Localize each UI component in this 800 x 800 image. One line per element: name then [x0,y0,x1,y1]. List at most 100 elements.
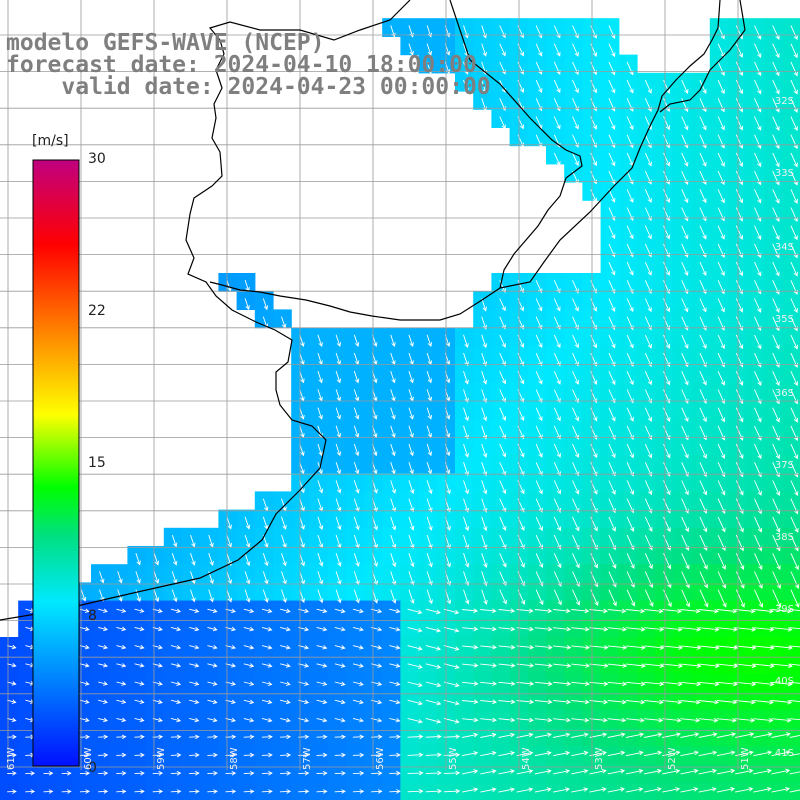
wind-arrow [680,608,701,614]
wind-arrow [317,589,324,604]
wind-arrow [462,732,479,738]
wind-arrow [516,769,534,775]
wind-arrow [771,663,793,669]
wind-arrow [735,79,744,95]
wind-arrow [481,334,488,349]
wind-arrow [426,498,433,513]
wind-arrow [390,407,396,420]
wind-arrow [608,152,616,167]
wind-arrow [753,768,772,775]
wind-arrow [698,787,717,793]
wind-arrow [443,788,461,794]
wind-arrow [335,371,342,384]
wind-arrow [790,480,799,497]
wind-arrow [681,371,689,386]
wind-arrow [553,79,561,94]
wind-arrow [335,516,342,531]
wind-arrow [353,462,360,475]
wind-arrow [535,589,544,606]
wind-arrow [316,608,328,614]
wind-arrow [389,717,401,723]
wind-arrow [535,553,544,569]
wind-arrow [789,753,800,757]
wind-arrow [663,261,671,276]
lat-label-41s: 41S [774,748,794,759]
wind-arrow [699,298,707,313]
wind-arrow [716,699,738,705]
wind-arrow [771,645,793,650]
wind-arrow [680,663,702,669]
wind-arrow [170,681,182,686]
wind-arrow [663,225,671,240]
wind-arrow [280,608,291,614]
wind-arrow [262,553,269,567]
wind-arrow [663,79,671,94]
wind-arrow [626,298,634,313]
wind-arrow [535,352,543,367]
wind-arrow [789,771,800,775]
wind-arrow [753,750,773,757]
wind-arrow [662,663,683,669]
lon-label-51w: 51W [740,747,751,770]
wind-arrow [280,699,291,705]
wind-arrow [316,789,328,794]
wind-arrow [680,787,699,793]
wind-arrow [463,334,469,348]
wind-arrow [681,261,689,276]
wind-arrow [261,770,273,776]
wind-arrow [281,516,287,530]
wind-arrow [753,627,775,632]
wind-arrow [772,480,781,496]
wind-arrow [753,608,774,614]
wind-arrow [735,786,754,793]
wind-arrow [317,407,323,420]
wind-arrow [754,571,763,589]
wind-arrow [353,589,360,604]
wind-arrow [335,462,342,475]
wind-speed-cell [782,345,800,365]
wind-arrow [499,43,506,57]
wind-arrow [681,553,690,570]
wind-arrow [499,462,507,476]
wind-arrow [754,170,762,186]
wind-arrow [790,371,799,387]
wind-arrow [553,553,562,569]
wind-arrow [535,407,543,422]
wind-arrow [408,443,414,457]
wind-arrow [7,789,17,794]
wind-arrow [498,717,516,723]
wind-arrow [699,443,707,459]
wind-arrow [534,732,552,738]
wind-arrow [772,25,780,40]
wind-arrow [663,480,671,496]
wind-arrow [134,734,145,740]
wind-arrow [408,571,415,586]
wind-arrow [98,626,109,632]
wind-arrow [644,225,652,240]
wind-arrow [243,734,255,740]
wind-arrow [261,752,273,758]
wind-arrow [771,681,793,687]
wind-arrow [589,626,609,632]
wind-arrow [681,189,689,204]
wind-arrow [481,316,487,330]
wind-arrow [426,553,433,568]
wind-arrow [425,699,442,706]
wind-arrow [790,407,799,423]
wind-arrow [698,699,720,705]
wind-arrow [626,516,635,532]
wind-arrow [644,645,665,650]
wind-arrow [553,769,571,775]
wind-arrow [98,663,109,668]
wind-speed-cell [782,54,800,74]
wind-arrow [572,298,579,312]
wind-arrow [789,789,800,793]
wind-arrow [535,389,543,403]
wind-arrow [170,699,182,705]
wind-arrow [334,789,346,794]
wind-arrow [462,626,479,632]
wind-speed-cell [782,382,800,401]
wind-arrow [571,732,589,738]
wind-arrow [498,681,516,686]
colorbar-unit: [m/s] [32,133,69,149]
